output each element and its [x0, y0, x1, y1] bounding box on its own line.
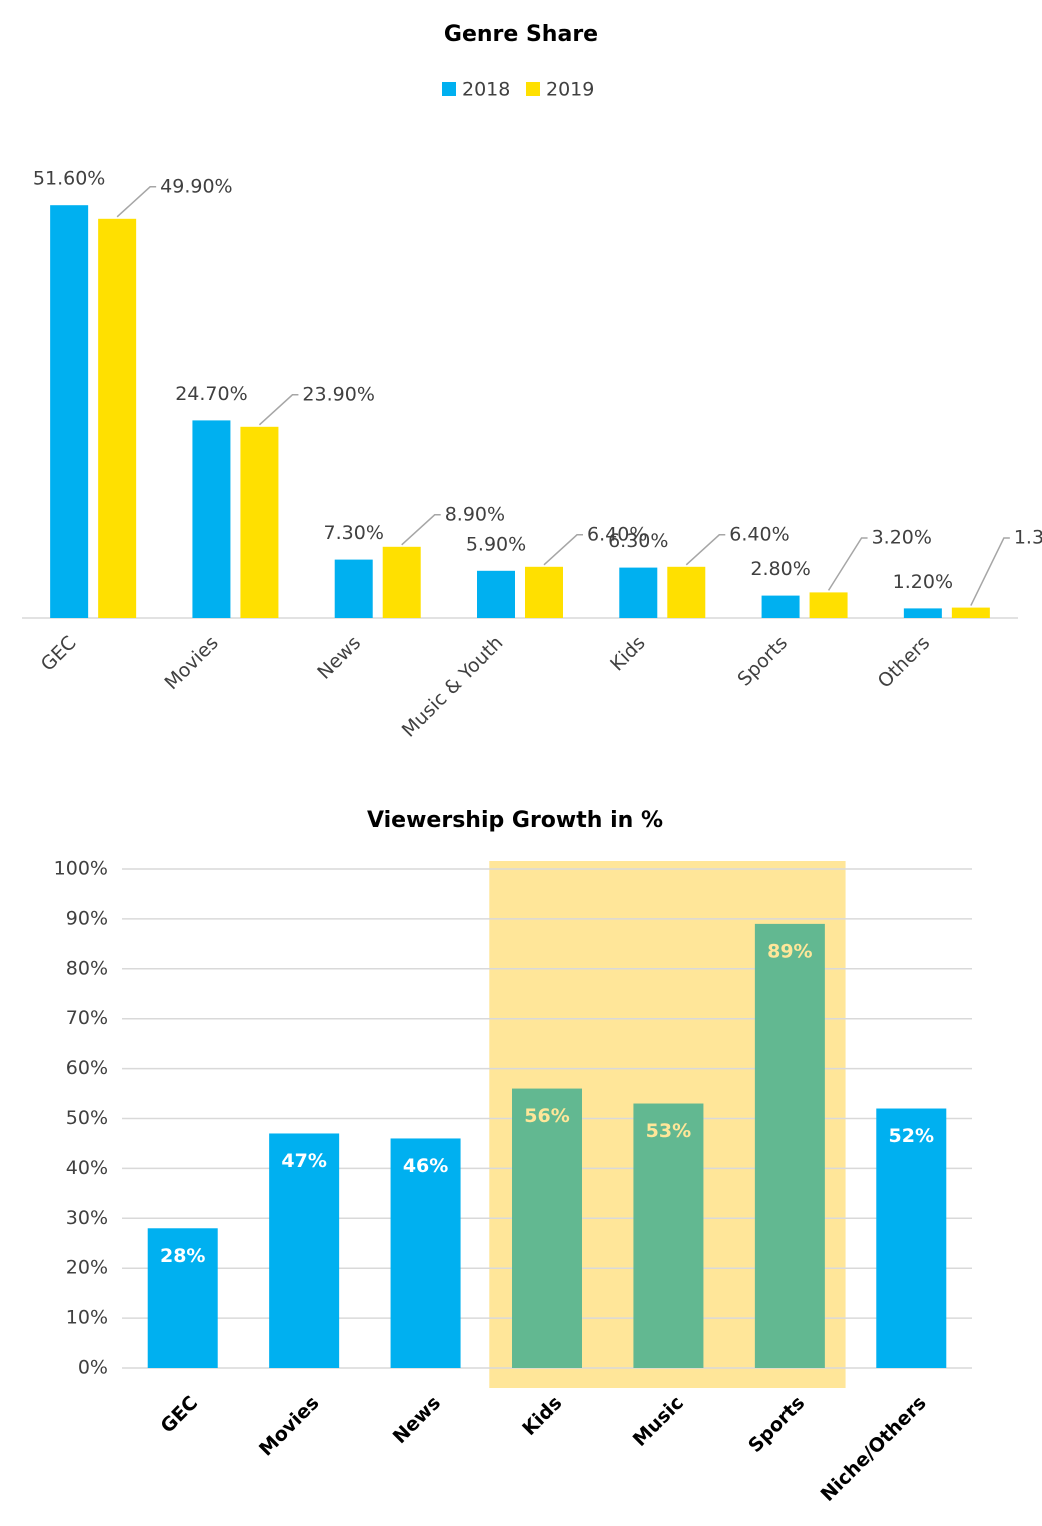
data-label: 5.90% [466, 533, 526, 555]
data-label: 6.40% [587, 523, 647, 545]
data-label: 2.80% [750, 558, 810, 580]
y-tick-label: 0% [78, 1357, 108, 1379]
data-label: 56% [524, 1105, 569, 1127]
y-tick-label: 80% [66, 957, 108, 979]
leader-line [827, 537, 868, 591]
y-tick-label: 20% [66, 1257, 108, 1279]
data-label: 28% [160, 1245, 205, 1267]
x-tick-label: Movies [255, 1392, 324, 1461]
x-tick-label: Music [629, 1392, 688, 1451]
legend-swatch [442, 82, 456, 96]
leader-line [401, 514, 441, 546]
x-tick-label: Sports [733, 632, 792, 691]
bar [525, 566, 563, 618]
bar [754, 923, 825, 1368]
x-tick-label: GEC [157, 1392, 203, 1438]
y-tick-label: 60% [66, 1057, 108, 1079]
data-label: 6.30% [608, 530, 668, 552]
bar [390, 1138, 461, 1368]
leader-line [685, 534, 726, 566]
bar [334, 559, 373, 618]
bar [240, 426, 279, 618]
bar [876, 1108, 947, 1368]
x-tick-label: Movies [161, 632, 223, 694]
x-tick-label: Sports [744, 1392, 809, 1457]
bar [192, 420, 231, 618]
x-tick-label: Kids [606, 632, 650, 676]
legend-swatch [526, 82, 540, 96]
x-tick-label: News [313, 632, 365, 684]
chart-title: Genre Share [444, 22, 598, 47]
chart-title: Viewership Growth in % [367, 808, 663, 833]
data-label: 51.60% [33, 168, 105, 190]
y-tick-label: 10% [66, 1307, 108, 1329]
data-label: 1.30% [1014, 527, 1042, 549]
y-tick-label: 70% [66, 1007, 108, 1029]
bar [951, 607, 990, 618]
x-tick-label: Music & Youth [398, 632, 508, 742]
bar [269, 1133, 340, 1368]
bar [619, 567, 658, 618]
bar [512, 1088, 582, 1368]
x-tick-label: Kids [518, 1392, 566, 1440]
legend-label: 2019 [546, 79, 594, 101]
leader-line [116, 186, 157, 218]
leader-line [970, 537, 1010, 606]
leader-line [543, 534, 583, 566]
data-label: 47% [281, 1150, 326, 1172]
bar [903, 608, 942, 618]
bar [633, 1103, 704, 1368]
data-label: 24.70% [175, 383, 247, 405]
y-tick-label: 30% [66, 1207, 108, 1229]
data-label: 6.40% [729, 523, 789, 545]
data-label: 23.90% [302, 383, 374, 405]
x-tick-label: GEC [37, 632, 81, 676]
data-label: 8.90% [445, 503, 505, 525]
data-label: 7.30% [324, 522, 384, 544]
data-label: 89% [767, 940, 812, 962]
data-label: 1.20% [893, 571, 953, 593]
y-tick-label: 50% [66, 1107, 108, 1129]
data-label: 53% [646, 1120, 691, 1142]
y-tick-label: 100% [54, 858, 108, 880]
bar [382, 546, 421, 618]
y-tick-label: 90% [66, 907, 108, 929]
bar [477, 570, 515, 618]
bar [761, 595, 800, 618]
data-label: 52% [889, 1125, 934, 1147]
data-label: 46% [403, 1155, 448, 1177]
bar [147, 1228, 218, 1368]
x-tick-label: Niche/Others [817, 1392, 931, 1506]
y-tick-label: 40% [66, 1157, 108, 1179]
legend-label: 2018 [462, 79, 510, 101]
leader-line [258, 394, 299, 426]
x-tick-label: Others [874, 632, 935, 693]
bar [809, 592, 848, 618]
bar [50, 205, 89, 618]
x-tick-label: News [389, 1392, 445, 1448]
bar [667, 566, 706, 618]
data-label: 3.20% [872, 527, 932, 549]
data-label: 49.90% [160, 175, 232, 197]
bar [98, 218, 137, 619]
